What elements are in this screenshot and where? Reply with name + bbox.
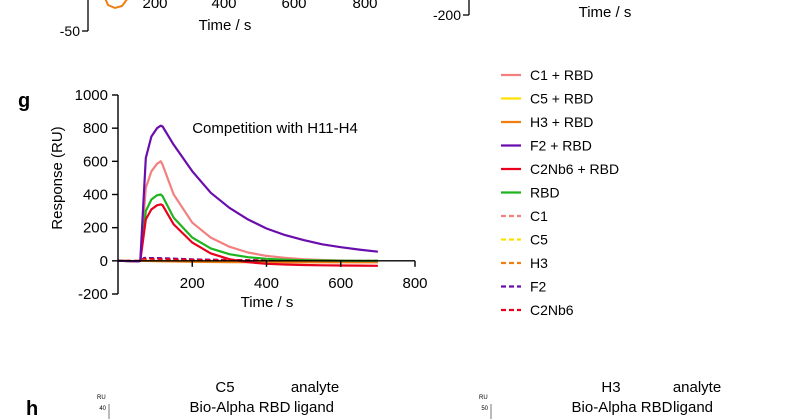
panel-h-letter: h	[26, 398, 38, 419]
top-left-y-tick-label: -50	[60, 23, 80, 39]
chart-annotation: Competition with H11-H4	[192, 120, 358, 137]
panel-h-left: C5 analyte Bio-Alpha RBD ligand RU 40	[97, 379, 339, 419]
top-left-orange-trace	[104, 0, 128, 10]
legend-label: C5	[530, 232, 548, 248]
x-tick-label: 800	[402, 275, 427, 292]
top-fragment: -50 200 400 600 800 Time / s -200 Time /…	[60, 0, 632, 39]
top-left-x-axis-label: Time / s	[199, 17, 252, 34]
h-right-ligand-name: Bio-Alpha RBD	[572, 399, 673, 416]
y-tick-label: 1000	[75, 87, 108, 104]
h-right-analyte-role: analyte	[673, 379, 721, 396]
legend-label: F2 + RBD	[530, 138, 592, 154]
y-tick-label: 400	[83, 187, 108, 204]
h-left-analyte-name: C5	[215, 379, 234, 396]
h-right-unit: RU	[479, 395, 488, 401]
top-right-y-tick-label: -200	[433, 7, 461, 23]
h-left-unit: RU	[97, 395, 106, 401]
h-right-ligand-role: ligand	[673, 399, 713, 416]
series-line-c2nb6-rbd	[117, 203, 378, 267]
panel-g-chart: -200 0 200 400 600 800 1000 200 400 600 800 Respon…	[49, 87, 428, 311]
y-tick-label: 800	[83, 120, 108, 137]
y-axis-title: Response (RU)	[49, 126, 66, 229]
h-right-analyte-name: H3	[601, 379, 620, 396]
legend-label: RBD	[530, 185, 560, 201]
y-tick-label: 200	[83, 220, 108, 237]
panel-g-letter: g	[18, 90, 30, 112]
top-left-x-tick-800: 800	[352, 0, 377, 12]
top-left-x-tick-400: 400	[211, 0, 236, 12]
legend-label: F2	[530, 279, 547, 295]
h-left-ligand-role: ligand	[294, 399, 334, 416]
legend: C1 + RBD C5 + RBD H3 + RBD F2 + RBD C2Nb6 + …	[501, 67, 619, 318]
h-left-analyte-role: analyte	[291, 379, 339, 396]
h-left-tick: 40	[99, 406, 106, 412]
top-left-x-tick-600: 600	[281, 0, 306, 12]
x-axis-title: Time / s	[241, 294, 294, 311]
top-right-x-axis-label: Time / s	[579, 4, 632, 21]
y-tick-label: 0	[100, 253, 108, 270]
x-tick-label: 200	[180, 275, 205, 292]
x-tick-label: 600	[328, 275, 353, 292]
h-left-ligand-name: Bio-Alpha RBD	[190, 399, 291, 416]
axes-layer: -200 0 200 400 600 800 1000 200 400 600 800	[75, 87, 428, 303]
legend-label: C2Nb6	[530, 302, 574, 318]
top-left-x-tick-200: 200	[142, 0, 167, 12]
legend-label: C1 + RBD	[530, 67, 593, 83]
legend-label: C5 + RBD	[530, 91, 593, 107]
series-layer	[117, 124, 379, 267]
legend-label: H3 + RBD	[530, 114, 593, 130]
x-tick-label: 400	[254, 275, 279, 292]
legend-label: C2Nb6 + RBD	[530, 161, 619, 177]
legend-label: C1	[530, 208, 548, 224]
y-tick-label: -200	[78, 286, 108, 303]
h-right-tick: 50	[481, 406, 488, 412]
panel-h-right: H3 analyte Bio-Alpha RBD ligand RU 50	[479, 379, 721, 419]
legend-label: H3	[530, 255, 548, 271]
series-line-f2-rbd	[117, 124, 379, 263]
y-tick-label: 600	[83, 153, 108, 170]
